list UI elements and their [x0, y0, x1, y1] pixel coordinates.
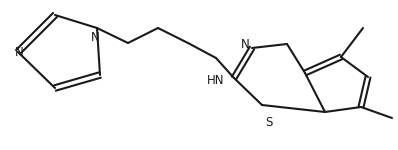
Text: N: N — [15, 45, 24, 58]
Text: N: N — [91, 31, 100, 44]
Text: S: S — [265, 116, 272, 129]
Text: HN: HN — [207, 74, 225, 87]
Text: N: N — [241, 38, 250, 51]
